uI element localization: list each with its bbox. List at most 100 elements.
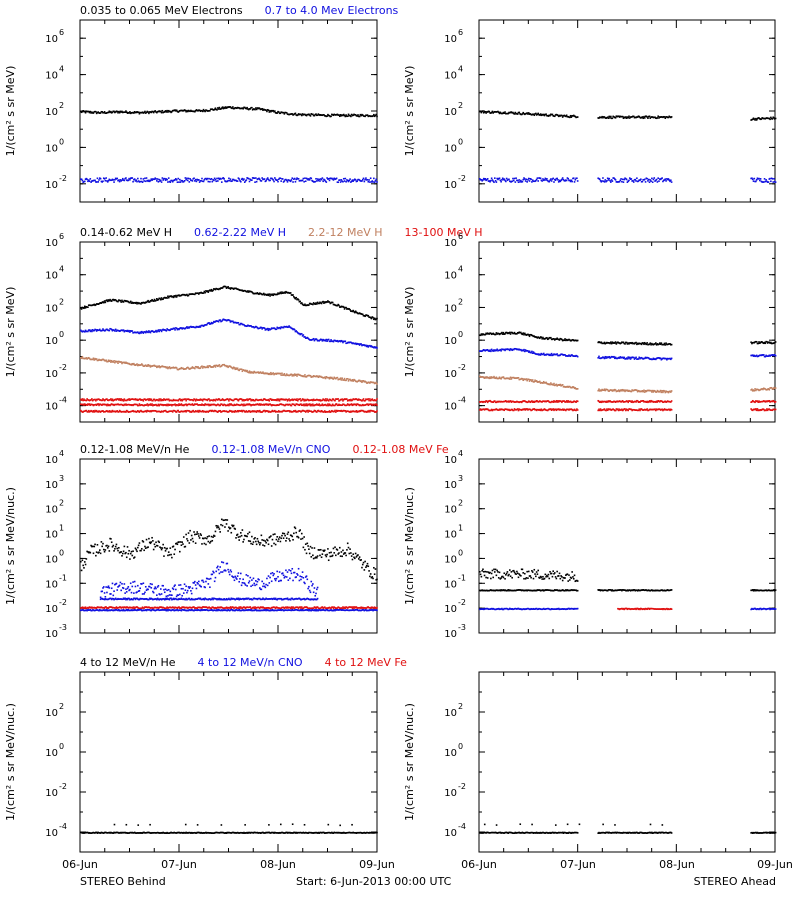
data-point: [527, 350, 529, 352]
data-point: [144, 110, 146, 113]
data-point: [369, 181, 371, 183]
data-point: [173, 327, 176, 330]
data-point: [556, 337, 558, 340]
data-point: [104, 329, 107, 332]
data-point: [317, 404, 320, 406]
data-point: [175, 177, 177, 180]
data-point: [307, 179, 309, 181]
data-point: [297, 399, 299, 402]
data-point: [634, 178, 637, 181]
data-point: [228, 399, 230, 402]
data-point: [622, 341, 625, 344]
data-point: [125, 399, 128, 402]
data-point: [198, 293, 200, 295]
data-point: [213, 410, 215, 413]
data-point: [521, 333, 524, 336]
y-tick-label: 10: [444, 402, 457, 413]
data-point: [206, 399, 209, 402]
data-point: [606, 409, 609, 412]
data-point: [300, 399, 303, 402]
data-point: [509, 400, 512, 402]
data-point: [201, 365, 203, 368]
data-point: [83, 110, 86, 113]
data-point: [258, 177, 260, 180]
data-point: [605, 401, 607, 404]
data-point: [542, 382, 544, 384]
data-point: [523, 408, 526, 410]
data-point: [206, 365, 209, 367]
data-point: [236, 409, 239, 412]
data-point: [521, 113, 524, 115]
y-tick-exponent: 0: [59, 330, 64, 339]
data-point: [763, 341, 766, 344]
data-point: [362, 380, 365, 382]
data-point: [295, 296, 298, 299]
data-point: [773, 400, 775, 403]
data-point: [552, 177, 555, 180]
data-point: [215, 180, 218, 183]
data-point: [664, 117, 667, 120]
data-point: [136, 410, 138, 413]
data-point: [87, 306, 89, 309]
data-point: [333, 376, 336, 379]
data-point: [305, 114, 308, 117]
data-point: [208, 398, 210, 400]
data-point: [358, 115, 361, 118]
data-point: [304, 398, 306, 401]
data-point: [328, 403, 331, 406]
data-point: [222, 177, 225, 179]
data-point: [557, 179, 559, 181]
data-point: [114, 299, 117, 301]
data-point: [92, 112, 95, 114]
data-point: [114, 178, 116, 181]
data-point: [144, 410, 147, 412]
data-point: [295, 178, 298, 181]
data-point: [171, 399, 174, 402]
data-point: [109, 359, 111, 362]
data-point: [240, 409, 243, 412]
data-point: [171, 110, 173, 113]
data-point: [373, 181, 376, 183]
data-point: [157, 180, 160, 183]
data-point: [354, 379, 356, 382]
data-point: [80, 399, 83, 401]
data-point: [528, 180, 531, 182]
data-point: [195, 180, 198, 183]
data-point: [120, 301, 122, 303]
data-point: [131, 177, 134, 179]
data-point: [255, 180, 258, 183]
data-point: [559, 383, 562, 386]
data-point: [518, 111, 521, 114]
data-point: [251, 106, 253, 109]
data-point: [302, 398, 305, 401]
data-point: [157, 298, 160, 301]
data-point: [162, 179, 164, 181]
data-point: [610, 179, 613, 181]
data-point: [370, 317, 373, 320]
data-point: [555, 338, 558, 340]
data-point: [491, 110, 494, 113]
data-point: [277, 411, 279, 413]
data-point: [620, 178, 622, 180]
data-point: [349, 114, 351, 117]
data-point: [180, 403, 183, 405]
data-point: [313, 114, 316, 117]
data-point: [620, 342, 622, 344]
data-point: [255, 108, 258, 111]
data-point: [237, 177, 240, 179]
data-point: [635, 401, 637, 403]
data-point: [220, 181, 223, 183]
data-point: [80, 178, 83, 181]
series-electrons-ahead: [597, 115, 673, 120]
data-point: [520, 348, 522, 351]
data-point: [327, 404, 330, 407]
data-point: [350, 379, 353, 382]
y-tick-label: 10: [45, 71, 58, 82]
data-point: [177, 177, 180, 180]
data-point: [184, 177, 187, 179]
data-point: [508, 378, 511, 380]
data-point: [261, 107, 263, 110]
data-point: [545, 381, 547, 384]
data-point: [371, 398, 374, 400]
data-point: [327, 400, 330, 402]
